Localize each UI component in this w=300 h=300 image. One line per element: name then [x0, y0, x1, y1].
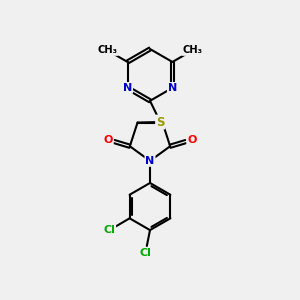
- Text: N: N: [146, 156, 154, 166]
- Text: O: O: [187, 135, 196, 145]
- Text: CH₃: CH₃: [182, 45, 202, 55]
- Text: N: N: [168, 83, 177, 93]
- Text: Cl: Cl: [103, 225, 115, 235]
- Text: O: O: [103, 135, 113, 145]
- Text: CH₃: CH₃: [98, 45, 118, 55]
- Text: N: N: [123, 83, 132, 93]
- Text: Cl: Cl: [140, 248, 151, 258]
- Text: S: S: [156, 116, 165, 128]
